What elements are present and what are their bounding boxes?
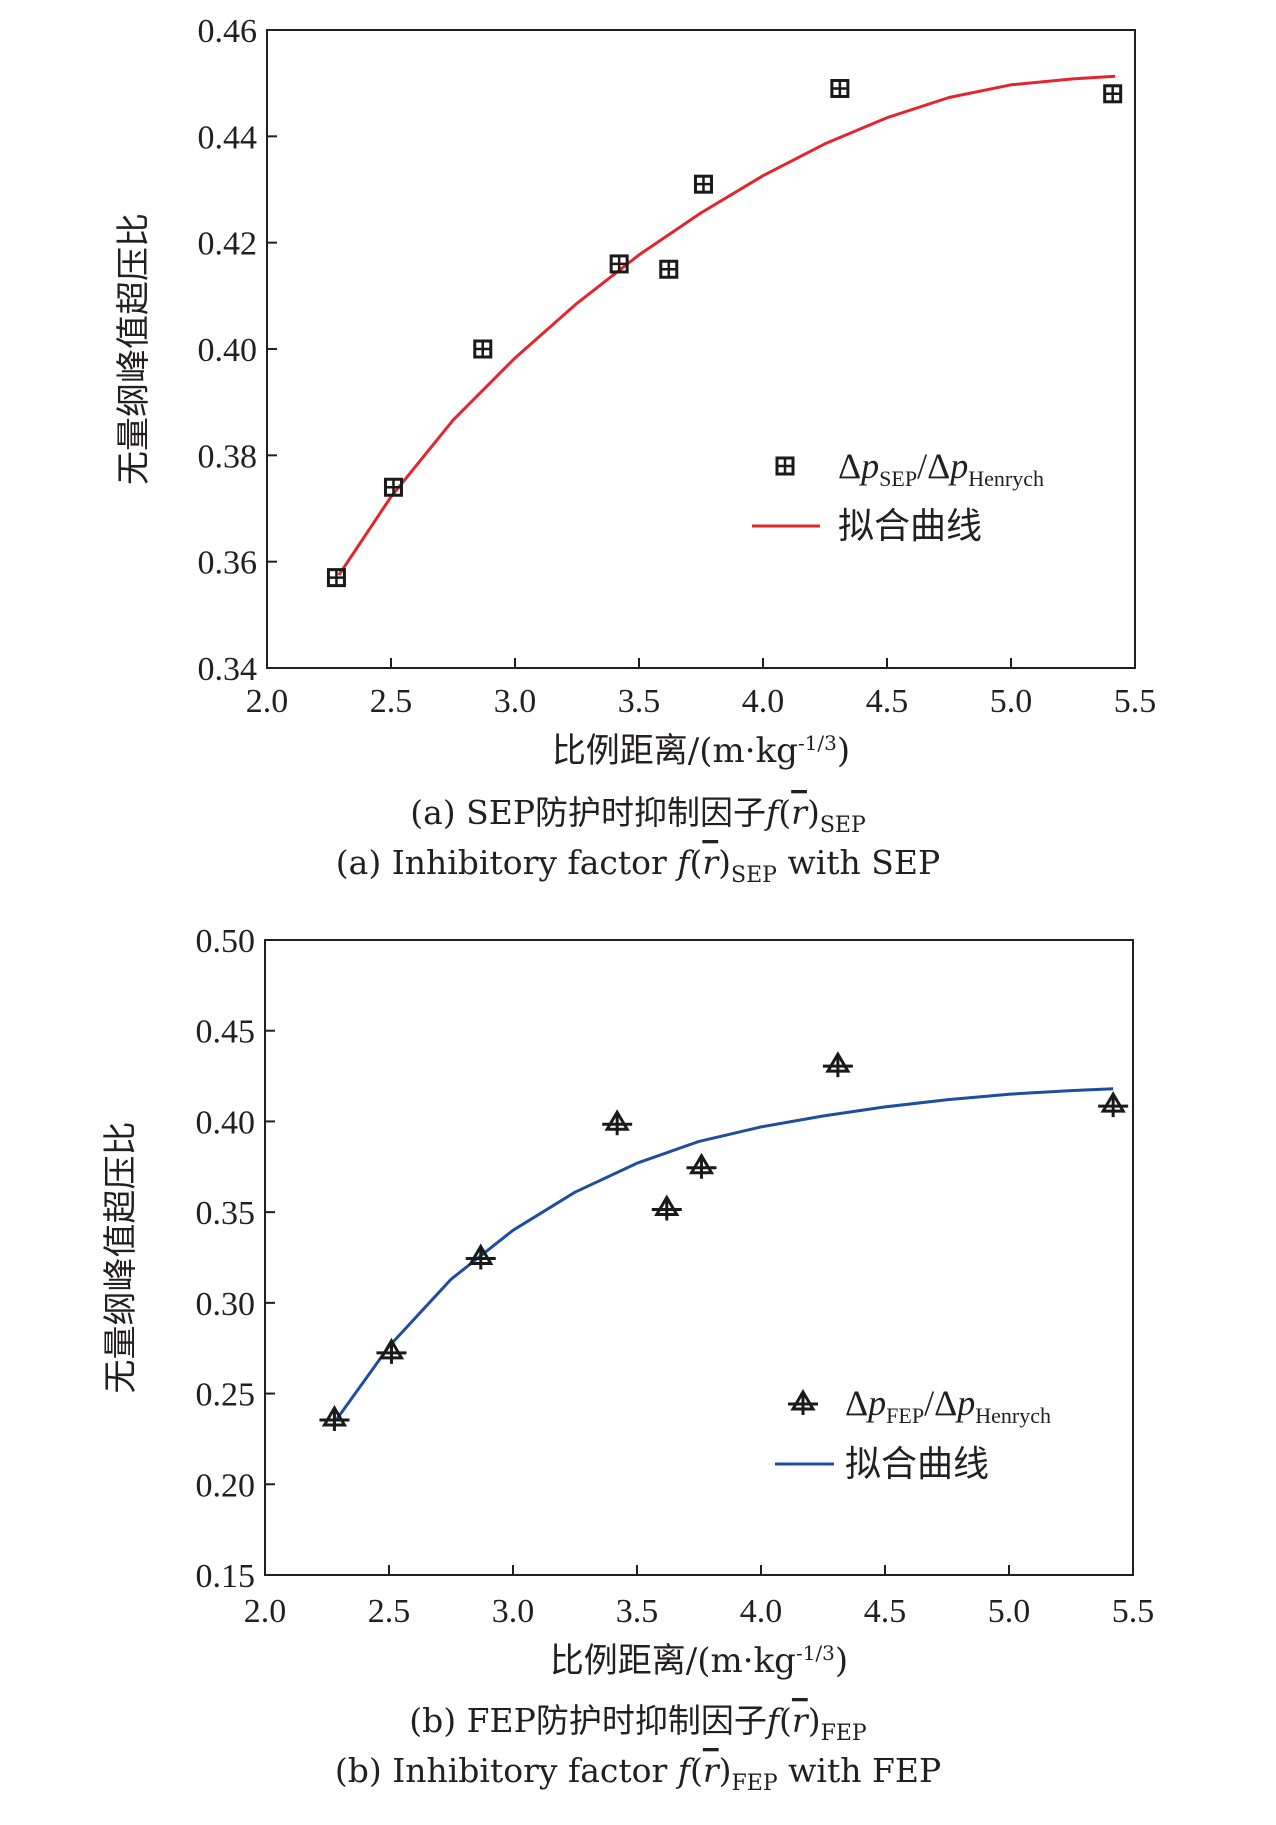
- data-point: [319, 1405, 350, 1431]
- legend: ΔpSEP/ΔpHenrych 拟合曲线: [752, 446, 1044, 547]
- y-tick-label: 0.30: [196, 1286, 256, 1323]
- fit-curve-line: [337, 74, 1116, 576]
- data-point: [465, 1243, 496, 1270]
- legend-label-scatter: ΔpFEP/ΔpHenrych: [845, 1383, 1051, 1428]
- caption-cn: (a) SEP防护时抑制因子f(r)SEP: [410, 793, 866, 838]
- data-point: [1098, 1091, 1129, 1118]
- caption-cn: (b) FEP防护时抑制因子f(r)FEP: [409, 1701, 867, 1746]
- y-tick-label: 0.34: [198, 651, 258, 688]
- y-tick-label: 0.45: [196, 1014, 256, 1051]
- legend-label-scatter: ΔpSEP/ΔpHenrych: [838, 446, 1044, 491]
- plot-frame: [264, 939, 1134, 1576]
- x-tick-label: 2.0: [246, 683, 289, 720]
- chart-panel-a: 2.0 2.5 3.0 3.5 4.0 4.5 5.0 5.5 0.34 0.36 0.38 0.40…: [114, 13, 1156, 888]
- data-point: [651, 1194, 682, 1221]
- x-tick-label: 3.5: [618, 683, 661, 720]
- x-tick-label: 5.0: [988, 1593, 1031, 1630]
- x-tick-label: 5.0: [990, 683, 1033, 720]
- y-tick-label: 0.20: [196, 1467, 256, 1504]
- x-tick-label: 3.0: [492, 1593, 535, 1630]
- chart-panel-b: 2.0 2.5 3.0 3.5 4.0 4.5 5.0 5.5 0.15 0.20 0.25 0.30…: [101, 923, 1154, 1796]
- x-tick-label: 2.5: [368, 1593, 411, 1630]
- y-tick-label: 0.46: [198, 13, 258, 50]
- legend-label-line: 拟合曲线: [838, 506, 982, 547]
- y-tick-label: 0.36: [198, 545, 258, 582]
- caption-en: (a) Inhibitory factor f(r)SEP with SEP: [336, 843, 940, 888]
- data-point: [693, 174, 713, 194]
- x-tick-label: 3.5: [616, 1593, 659, 1630]
- data-point: [376, 1337, 407, 1364]
- legend-marker: [788, 1389, 818, 1415]
- fit-curve-line: [335, 1087, 1114, 1420]
- y-axis-label: 无量纲峰值超压比: [114, 213, 154, 485]
- legend-label-line: 拟合曲线: [845, 1444, 989, 1485]
- data-point: [822, 1051, 853, 1078]
- data-point: [830, 78, 850, 98]
- plot-frame: [266, 29, 1136, 669]
- y-tick-label: 0.50: [196, 923, 256, 960]
- y-axis-label: 无量纲峰值超压比: [101, 1122, 141, 1394]
- caption-en: (b) Inhibitory factor f(r)FEP with FEP: [335, 1751, 941, 1796]
- data-point: [602, 1109, 633, 1136]
- x-tick-label: 5.5: [1112, 1593, 1155, 1630]
- data-point: [609, 254, 629, 274]
- y-tick-label: 0.25: [196, 1377, 256, 1414]
- data-point: [659, 259, 679, 279]
- legend: ΔpFEP/ΔpHenrych 拟合曲线: [775, 1383, 1051, 1485]
- data-point: [473, 339, 493, 359]
- y-tick-label: 0.35: [196, 1195, 256, 1232]
- y-tick-label: 0.15: [196, 1558, 256, 1595]
- data-point: [1103, 84, 1123, 104]
- x-tick-label: 4.5: [866, 683, 909, 720]
- y-tick-label: 0.40: [196, 1104, 256, 1141]
- x-tick-label: 2.5: [370, 683, 413, 720]
- data-point: [383, 477, 403, 497]
- x-tick-label: 4.0: [742, 683, 785, 720]
- x-tick-label: 4.5: [864, 1593, 907, 1630]
- y-tick-label: 0.38: [198, 438, 258, 475]
- y-tick-label: 0.40: [198, 332, 258, 369]
- x-tick-label: 2.0: [244, 1593, 287, 1630]
- y-tick-label: 0.42: [198, 226, 258, 263]
- data-point: [686, 1152, 717, 1179]
- legend-marker: [775, 456, 795, 476]
- data-point: [326, 568, 346, 588]
- x-tick-label: 4.0: [740, 1593, 783, 1630]
- y-tick-label: 0.44: [198, 119, 258, 156]
- x-axis-label: 比例距离/(m·kg-1/3): [552, 731, 850, 771]
- x-tick-label: 5.5: [1114, 683, 1157, 720]
- x-tick-label: 3.0: [494, 683, 537, 720]
- x-axis-label: 比例距离/(m·kg-1/3): [550, 1641, 848, 1681]
